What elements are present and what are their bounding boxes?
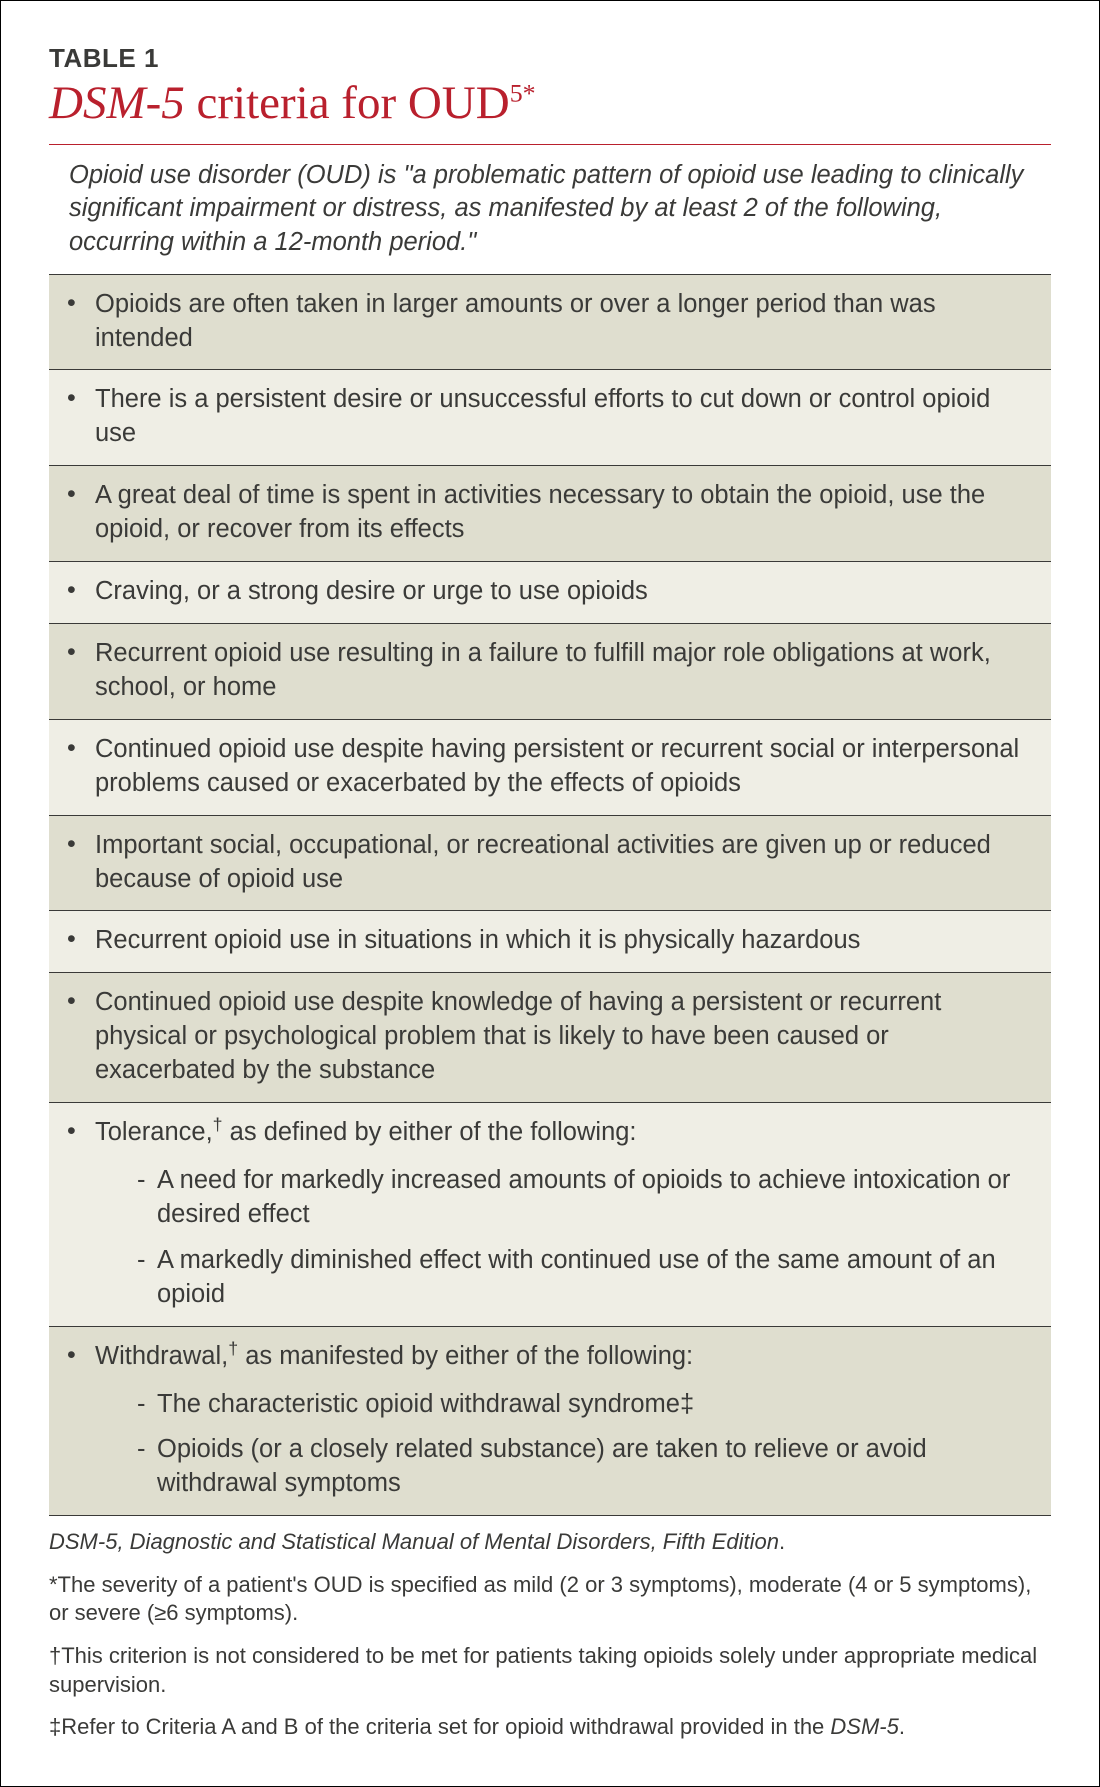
title-superscript: 5* [510,78,536,107]
title-italic: DSM-5 [49,77,185,129]
table-container: TABLE 1 DSM-5 criteria for OUD5* Opioid … [0,0,1100,1787]
criteria-text: Craving, or a strong desire or urge to u… [95,575,1033,609]
bullet-icon: • [67,637,95,667]
footnotes: DSM-5, Diagnostic and Statistical Manual… [49,1516,1051,1742]
criteria-subitem: -Opioids (or a closely related substance… [137,1433,1033,1501]
criteria-text: Continued opioid use despite having pers… [95,733,1033,801]
dash-icon: - [137,1244,157,1278]
criteria-text: There is a persistent desire or unsucces… [95,383,1033,451]
criteria-text: A great deal of time is spent in activit… [95,479,1033,547]
table-title: DSM-5 criteria for OUD5* [49,78,1051,130]
footnote-dagger: †This criterion is not considered to be … [49,1642,1051,1699]
criteria-row: •Recurrent opioid use in situations in w… [49,910,1051,972]
title-rest: criteria for OUD [185,77,510,129]
criteria-row: •Continued opioid use despite having per… [49,719,1051,815]
criteria-subitem: -The characteristic opioid withdrawal sy… [137,1388,1033,1422]
criteria-text: Recurrent opioid use resulting in a fail… [95,637,1033,705]
criteria-text: Continued opioid use despite knowledge o… [95,986,1033,1088]
criteria-subitem: -A need for markedly increased amounts o… [137,1164,1033,1232]
footnote-ddagger: ‡Refer to Criteria A and B of the criter… [49,1713,1051,1742]
bullet-icon: • [67,288,95,318]
criteria-text: Important social, occupational, or recre… [95,829,1033,897]
criteria-row: •Continued opioid use despite knowledge … [49,972,1051,1102]
dash-icon: - [137,1433,157,1467]
criteria-subitem: -A markedly diminished effect with conti… [137,1244,1033,1312]
criteria-subitem-text: A markedly diminished effect with contin… [157,1244,1033,1312]
criteria-subitem-text: A need for markedly increased amounts of… [157,1164,1033,1232]
criteria-row: •Important social, occupational, or recr… [49,815,1051,911]
criteria-row: •Craving, or a strong desire or urge to … [49,561,1051,623]
criteria-row: •A great deal of time is spent in activi… [49,465,1051,561]
bullet-icon: • [67,986,95,1016]
bullet-icon: • [67,575,95,605]
criteria-row: •Tolerance,† as defined by either of the… [49,1102,1051,1326]
bullet-icon: • [67,733,95,763]
criteria-text: Recurrent opioid use in situations in wh… [95,924,1033,958]
criteria-subitem-text: Opioids (or a closely related substance)… [157,1433,1033,1501]
criteria-sublist: -A need for markedly increased amounts o… [67,1164,1033,1312]
footnote-star: *The severity of a patient's OUD is spec… [49,1571,1051,1628]
criteria-sublist: -The characteristic opioid withdrawal sy… [67,1388,1033,1502]
bullet-icon: • [67,1116,95,1146]
criteria-text: Withdrawal,† as manifested by either of … [95,1340,1033,1374]
criteria-text: Opioids are often taken in larger amount… [95,288,1033,356]
bullet-icon: • [67,1340,95,1370]
criteria-text: Tolerance,† as defined by either of the … [95,1116,1033,1150]
criteria-subitem-text: The characteristic opioid withdrawal syn… [157,1388,1033,1422]
criteria-row: •Recurrent opioid use resulting in a fai… [49,623,1051,719]
bullet-icon: • [67,829,95,859]
criteria-list: •Opioids are often taken in larger amoun… [49,274,1051,1517]
criteria-row: •Withdrawal,† as manifested by either of… [49,1326,1051,1517]
dash-icon: - [137,1164,157,1198]
criteria-row: •Opioids are often taken in larger amoun… [49,274,1051,370]
title-rule [49,144,1051,145]
bullet-icon: • [67,924,95,954]
table-label: TABLE 1 [49,43,1051,74]
bullet-icon: • [67,383,95,413]
intro-text: Opioid use disorder (OUD) is "a problema… [49,159,1051,274]
footnote-abbrev: DSM-5, Diagnostic and Statistical Manual… [49,1528,1051,1557]
bullet-icon: • [67,479,95,509]
dash-icon: - [137,1388,157,1422]
criteria-row: •There is a persistent desire or unsucce… [49,369,1051,465]
